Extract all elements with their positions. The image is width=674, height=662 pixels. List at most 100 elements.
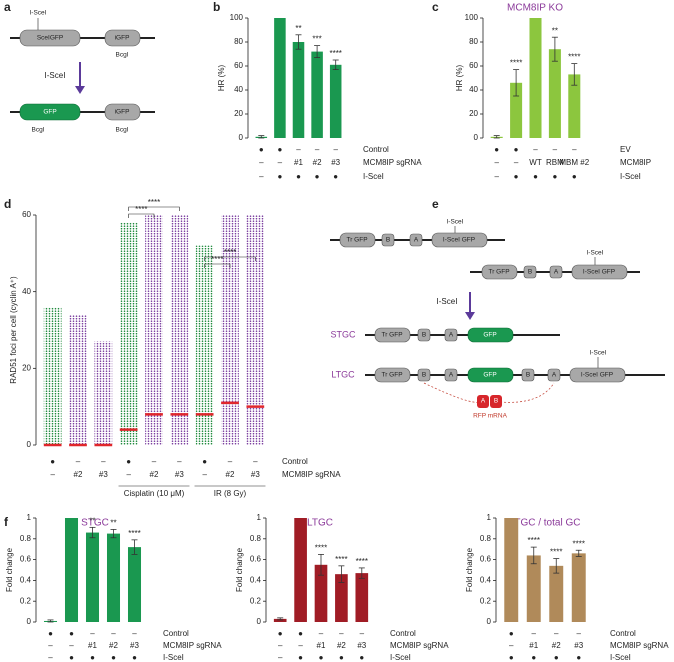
table-cell: ● xyxy=(339,653,344,662)
table-row-label: Control xyxy=(390,629,416,638)
y-axis-label: Fold change xyxy=(465,547,474,592)
significance: **** xyxy=(356,557,368,566)
table-row-label: Control xyxy=(163,629,189,638)
gene-label: Tr GFP xyxy=(346,237,367,244)
diagram-a: a I-SceI SceIGFP iGFP BcgI I-SceI GFP Bc… xyxy=(4,0,155,134)
table-cell: – xyxy=(228,457,233,466)
table-cell: – xyxy=(339,629,344,638)
gene-box xyxy=(19,29,81,47)
gene-label: I-SceI GFP xyxy=(581,372,613,379)
foci-spread xyxy=(43,307,62,445)
gene-box xyxy=(381,233,395,247)
gene-label: SceIGFP xyxy=(37,35,63,42)
table-row-label: MCM8IP sgRNA xyxy=(363,158,422,167)
table-cell: – xyxy=(296,145,301,154)
table-cell: #1 xyxy=(294,158,303,167)
y-tick-label: 20 xyxy=(22,363,31,372)
y-axis-label: RAD51 foci per cell (cyclin A⁺) xyxy=(9,276,18,384)
bar xyxy=(292,42,305,138)
table-cell: ● xyxy=(48,629,53,638)
table-cell: ● xyxy=(359,653,364,662)
table-cell: #3 xyxy=(331,158,340,167)
y-tick-label: 0.6 xyxy=(250,555,262,564)
table-row-label: Control xyxy=(610,629,636,638)
bar xyxy=(274,18,286,138)
table-cell: – xyxy=(532,629,537,638)
table-cell: – xyxy=(76,457,81,466)
gene-label: GFP xyxy=(483,372,496,379)
table-cell: – xyxy=(494,158,499,167)
table-row-label: I-SceI xyxy=(163,653,184,662)
gene-label: GFP xyxy=(483,332,496,339)
gene-label: Tr GFP xyxy=(381,332,402,339)
significance: **** xyxy=(315,544,327,553)
table-cell: #3 xyxy=(99,470,108,479)
gene-label: iGFP xyxy=(115,35,130,42)
foci-spread xyxy=(221,215,239,445)
y-tick-label: 0 xyxy=(27,440,32,449)
table-cell: – xyxy=(259,172,264,181)
table-row-label: I-SceI xyxy=(390,653,411,662)
table-cell: ● xyxy=(576,653,581,662)
chart-title: LTGC xyxy=(307,518,333,529)
table-cell: – xyxy=(48,653,53,662)
bar xyxy=(504,518,519,622)
bar xyxy=(127,547,142,622)
y-tick-label: 80 xyxy=(469,37,478,46)
y-tick-label: 0 xyxy=(474,133,479,142)
table-cell: #1 xyxy=(88,641,97,650)
table-cell: ● xyxy=(333,172,338,181)
table-cell: – xyxy=(111,629,116,638)
table-cell: – xyxy=(50,470,55,479)
table-cell: #1 xyxy=(529,641,538,650)
bar xyxy=(549,565,564,622)
y-tick-label: 0.2 xyxy=(250,596,262,605)
table-cell: #1 xyxy=(317,641,326,650)
chart-title: LTGC / total GC xyxy=(510,518,581,529)
arrow-head xyxy=(75,86,85,94)
table-row-label: MCM8IP sgRNA xyxy=(610,641,669,650)
gene-box xyxy=(444,368,458,382)
gene-box xyxy=(104,103,141,121)
table-cell: ● xyxy=(494,145,499,154)
table-cell: – xyxy=(259,158,264,167)
bar xyxy=(106,533,121,622)
y-tick-label: 0.4 xyxy=(250,576,262,585)
gene-label: A xyxy=(552,372,557,379)
table-cell: ● xyxy=(90,653,95,662)
group-label: Cisplatin (10 μM) xyxy=(124,489,185,498)
table-cell: – xyxy=(253,457,258,466)
significance: **** xyxy=(528,536,540,545)
table-cell: #2 xyxy=(74,470,83,479)
table-cell: – xyxy=(69,641,74,650)
gene-label: B xyxy=(422,372,426,379)
bar xyxy=(568,74,581,138)
table-cell: ● xyxy=(514,145,519,154)
table-cell: – xyxy=(509,641,514,650)
table-cell: #3 xyxy=(130,641,139,650)
table-cell: ● xyxy=(278,629,283,638)
gene-box xyxy=(569,367,626,383)
table-cell: – xyxy=(48,641,53,650)
bar xyxy=(510,82,523,138)
table-cell: WT xyxy=(529,158,542,167)
table-cell: – xyxy=(514,158,519,167)
table-cell: – xyxy=(278,641,283,650)
significance: **** xyxy=(573,539,585,548)
table-cell: – xyxy=(90,629,95,638)
table-cell: #3 xyxy=(574,641,583,650)
y-tick-label: 0.6 xyxy=(480,555,492,564)
table-cell: ● xyxy=(572,172,577,181)
bar xyxy=(85,532,100,622)
table-cell: #2 xyxy=(337,641,346,650)
table-cell: ● xyxy=(69,653,74,662)
bracket-label: **** xyxy=(148,198,160,207)
y-axis-label: HR (%) xyxy=(217,65,226,92)
bar xyxy=(294,518,307,622)
significance: **** xyxy=(128,529,140,538)
table-cell: – xyxy=(333,145,338,154)
site-label: I-SceI xyxy=(587,250,604,257)
y-tick-label: 100 xyxy=(230,13,244,22)
y-axis-label: Fold change xyxy=(235,547,244,592)
